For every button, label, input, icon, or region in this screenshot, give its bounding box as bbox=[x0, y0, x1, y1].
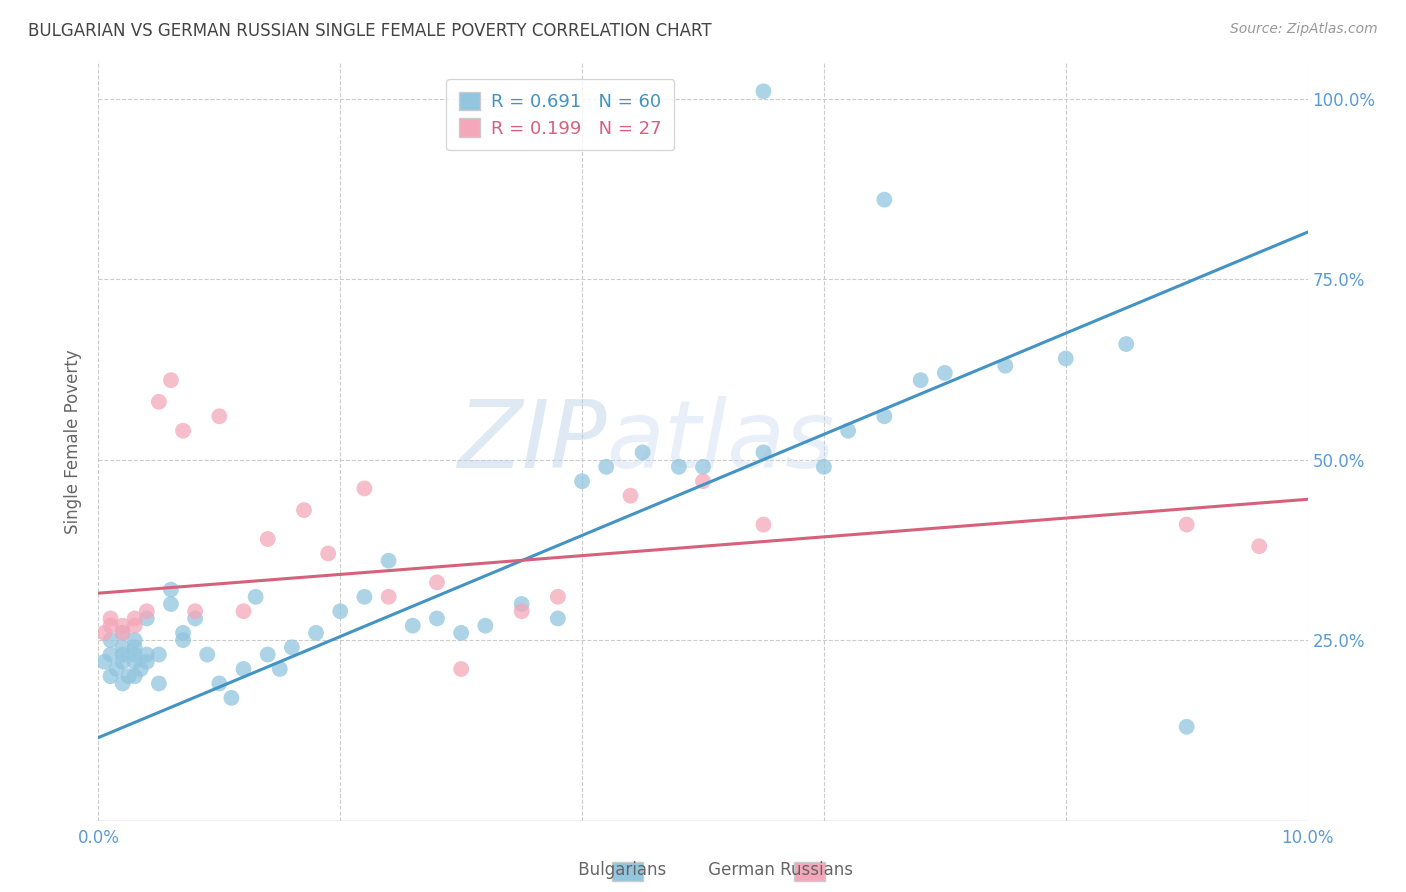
Point bbox=[93, 655, 115, 669]
Point bbox=[124, 633, 146, 648]
Point bbox=[353, 590, 375, 604]
Point bbox=[256, 648, 278, 662]
Point bbox=[910, 373, 932, 387]
Point bbox=[571, 475, 593, 489]
Y-axis label: Single Female Poverty: Single Female Poverty bbox=[65, 350, 83, 533]
Point bbox=[111, 648, 134, 662]
Point bbox=[172, 424, 194, 438]
Point bbox=[208, 409, 231, 424]
Point bbox=[752, 84, 775, 98]
Point bbox=[1249, 539, 1271, 553]
Point bbox=[129, 662, 152, 676]
Text: Source: ZipAtlas.com: Source: ZipAtlas.com bbox=[1230, 22, 1378, 37]
Point bbox=[172, 626, 194, 640]
Text: Bulgarians        German Russians: Bulgarians German Russians bbox=[553, 861, 853, 879]
Point bbox=[232, 662, 254, 676]
Point bbox=[111, 626, 134, 640]
Point bbox=[269, 662, 291, 676]
Point bbox=[305, 626, 328, 640]
Point bbox=[752, 517, 775, 532]
Point bbox=[1054, 351, 1077, 366]
Point bbox=[547, 590, 569, 604]
Point bbox=[402, 618, 425, 632]
Point bbox=[148, 394, 170, 409]
Point bbox=[873, 409, 896, 424]
Point bbox=[93, 626, 115, 640]
Text: ZIP: ZIP bbox=[457, 396, 606, 487]
Point bbox=[232, 604, 254, 618]
Point bbox=[111, 655, 134, 669]
Legend: R = 0.691   N = 60, R = 0.199   N = 27: R = 0.691 N = 60, R = 0.199 N = 27 bbox=[446, 79, 675, 150]
Point bbox=[124, 669, 146, 683]
Point bbox=[100, 669, 122, 683]
Point bbox=[1175, 720, 1198, 734]
Point bbox=[547, 611, 569, 625]
Point bbox=[100, 618, 122, 632]
Text: atlas: atlas bbox=[606, 396, 835, 487]
Point bbox=[111, 640, 134, 655]
Point bbox=[377, 590, 399, 604]
Point bbox=[135, 611, 157, 625]
Point bbox=[510, 604, 533, 618]
Point bbox=[316, 546, 339, 560]
Point bbox=[994, 359, 1017, 373]
Point bbox=[292, 503, 315, 517]
Point bbox=[1115, 337, 1137, 351]
Point bbox=[105, 662, 128, 676]
Point bbox=[100, 611, 122, 625]
Point bbox=[100, 648, 122, 662]
Point bbox=[195, 648, 218, 662]
Point bbox=[221, 690, 243, 705]
Point bbox=[135, 648, 157, 662]
Point bbox=[510, 597, 533, 611]
Point bbox=[837, 424, 859, 438]
Point bbox=[256, 532, 278, 546]
Point bbox=[124, 648, 146, 662]
Point bbox=[184, 604, 207, 618]
Point bbox=[281, 640, 304, 655]
Point bbox=[353, 482, 375, 496]
Point bbox=[160, 582, 183, 597]
Point bbox=[111, 626, 134, 640]
Point bbox=[124, 618, 146, 632]
Point bbox=[184, 611, 207, 625]
Point bbox=[148, 648, 170, 662]
Point bbox=[668, 459, 690, 474]
Point bbox=[111, 618, 134, 632]
Point bbox=[450, 626, 472, 640]
Text: BULGARIAN VS GERMAN RUSSIAN SINGLE FEMALE POVERTY CORRELATION CHART: BULGARIAN VS GERMAN RUSSIAN SINGLE FEMAL… bbox=[28, 22, 711, 40]
Point bbox=[160, 597, 183, 611]
Point bbox=[135, 604, 157, 618]
Point bbox=[934, 366, 956, 380]
Point bbox=[619, 489, 641, 503]
Point bbox=[450, 662, 472, 676]
Point bbox=[426, 575, 449, 590]
Point bbox=[124, 611, 146, 625]
Point bbox=[1175, 517, 1198, 532]
Point bbox=[135, 655, 157, 669]
Point bbox=[377, 554, 399, 568]
Point bbox=[692, 475, 714, 489]
Point bbox=[813, 459, 835, 474]
Point bbox=[208, 676, 231, 690]
Point bbox=[245, 590, 267, 604]
Point bbox=[172, 633, 194, 648]
Point bbox=[873, 193, 896, 207]
Point bbox=[124, 640, 146, 655]
Point bbox=[474, 618, 496, 632]
Point bbox=[124, 655, 146, 669]
Point bbox=[631, 445, 654, 459]
Point bbox=[148, 676, 170, 690]
Point bbox=[595, 459, 617, 474]
Point bbox=[160, 373, 183, 387]
Point bbox=[111, 676, 134, 690]
Point bbox=[692, 459, 714, 474]
Point bbox=[426, 611, 449, 625]
Point bbox=[329, 604, 352, 618]
Point bbox=[752, 445, 775, 459]
Point bbox=[100, 633, 122, 648]
Point bbox=[118, 669, 141, 683]
